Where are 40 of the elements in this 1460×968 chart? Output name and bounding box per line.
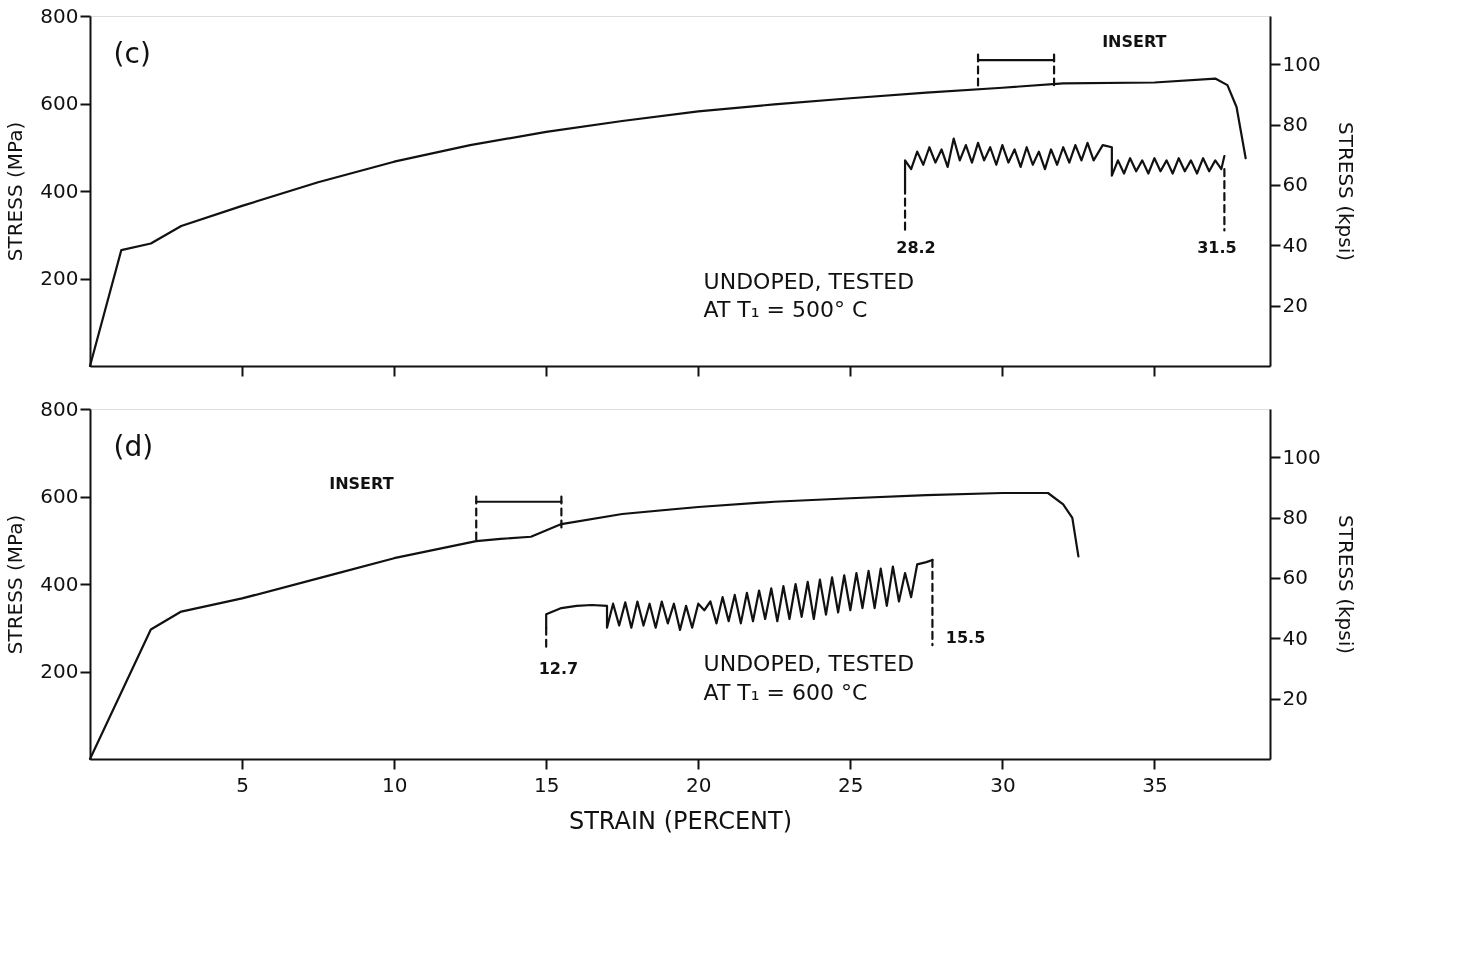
x-tick-label: 15 bbox=[533, 772, 560, 797]
y-axis-title: STRESS (MPa) bbox=[3, 121, 28, 262]
y-axis-title: STRESS (MPa) bbox=[3, 514, 28, 655]
y2-axis-title: STRESS (kpsi) bbox=[1333, 121, 1358, 262]
y2-tick-label: 20 bbox=[1282, 293, 1308, 318]
y2-tick-label: 80 bbox=[1282, 505, 1308, 530]
annotation: 15.5 bbox=[945, 627, 986, 647]
annotation: 28.2 bbox=[896, 238, 936, 257]
annotation: UNDOPED, TESTED AT T₁ = 600 °C bbox=[703, 651, 915, 705]
x-tick-label: 10 bbox=[381, 772, 408, 797]
y2-tick-label: 80 bbox=[1282, 112, 1308, 137]
y-tick-label: 400 bbox=[40, 571, 79, 596]
y-tick-label: 400 bbox=[40, 178, 79, 203]
y2-tick-label: 40 bbox=[1282, 232, 1308, 257]
y2-tick-label: 40 bbox=[1282, 625, 1308, 650]
annotation: INSERT bbox=[329, 473, 394, 493]
y2-tick-label: 100 bbox=[1282, 444, 1321, 469]
x-tick-label: 5 bbox=[236, 772, 249, 797]
annotation: UNDOPED, TESTED AT T₁ = 500° C bbox=[703, 268, 915, 323]
annotation: 12.7 bbox=[538, 659, 579, 678]
y-tick-label: 200 bbox=[40, 659, 79, 683]
y-tick-label: 600 bbox=[40, 91, 79, 115]
y2-tick-label: 20 bbox=[1282, 686, 1308, 711]
y2-tick-label: 60 bbox=[1282, 565, 1308, 590]
y-tick-label: 600 bbox=[40, 484, 79, 508]
x-tick-label: 30 bbox=[990, 772, 1016, 797]
annotation: INSERT bbox=[1102, 31, 1167, 51]
y-tick-label: 200 bbox=[40, 266, 79, 290]
y2-axis-title: STRESS (kpsi) bbox=[1333, 514, 1358, 655]
y-tick-label: 800 bbox=[40, 3, 79, 28]
x-tick-label: 20 bbox=[686, 772, 712, 797]
annotation: (d) bbox=[113, 429, 154, 463]
annotation: 31.5 bbox=[1197, 238, 1237, 257]
y-tick-label: 800 bbox=[40, 396, 79, 421]
annotation: (c) bbox=[113, 36, 151, 70]
y2-tick-label: 60 bbox=[1282, 172, 1308, 197]
y2-tick-label: 100 bbox=[1282, 51, 1321, 76]
x-tick-label: 25 bbox=[838, 772, 864, 797]
x-tick-label: 35 bbox=[1142, 772, 1168, 797]
x-axis-title: STRAIN (PERCENT) bbox=[568, 806, 793, 835]
